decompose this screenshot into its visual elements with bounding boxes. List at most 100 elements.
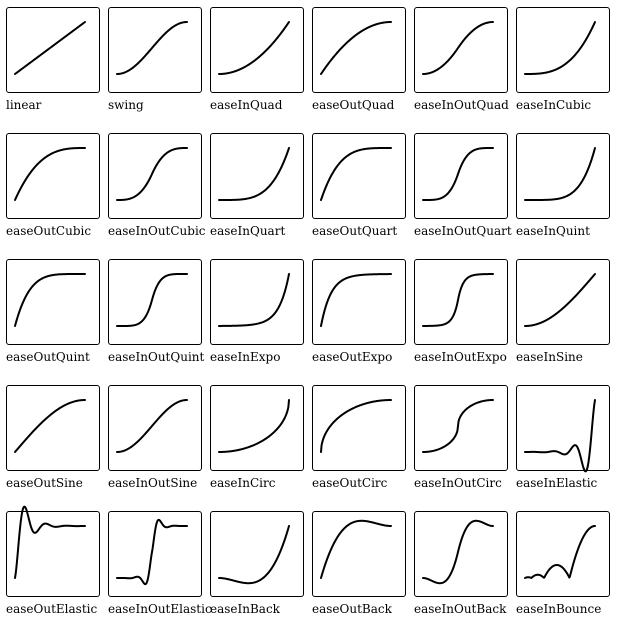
easing-plot xyxy=(320,399,392,453)
easing-plot xyxy=(116,518,188,586)
easing-label: easeOutElastic xyxy=(6,602,98,616)
easing-curve-easeOutCubic xyxy=(14,147,86,201)
easing-curve-easeInOutQuart xyxy=(422,147,494,201)
easing-cell-easeInBounce: easeInBounce xyxy=(516,511,617,637)
easing-curve-easeInQuart xyxy=(218,147,290,201)
easing-cell-easeInCirc: easeInCirc xyxy=(210,385,312,511)
easing-label: easeInOutCubic xyxy=(108,224,206,238)
easing-plot xyxy=(218,21,290,75)
easing-cell-linear: linear xyxy=(6,7,108,133)
easing-plot-frame xyxy=(312,133,406,219)
easing-plot xyxy=(422,399,494,453)
easing-cell-easeInQuart: easeInQuart xyxy=(210,133,312,259)
easing-cell-easeInOutQuart: easeInOutQuart xyxy=(414,133,516,259)
easing-cell-easeOutCirc: easeOutCirc xyxy=(312,385,414,511)
easing-plot xyxy=(422,519,494,585)
easing-plot xyxy=(218,525,290,585)
easing-cell-easeInOutCirc: easeInOutCirc xyxy=(414,385,516,511)
easing-curve-easeInBounce xyxy=(524,525,596,579)
easing-curve-easeInCirc xyxy=(218,399,290,453)
easing-curve-easeOutExpo xyxy=(320,273,392,327)
easing-cell-easeOutCubic: easeOutCubic xyxy=(6,133,108,259)
easing-curve-linear xyxy=(14,21,86,75)
easing-plot xyxy=(524,525,596,579)
easing-curve-easeInExpo xyxy=(218,273,290,327)
easing-plot xyxy=(14,21,86,75)
easing-curve-easeInOutSine xyxy=(116,399,188,453)
easing-plot xyxy=(218,147,290,201)
easing-cell-easeInOutExpo: easeInOutExpo xyxy=(414,259,516,385)
easing-curve-easeInOutQuint xyxy=(116,273,188,327)
easing-cell-easeInQuad: easeInQuad xyxy=(210,7,312,133)
easing-cell-easeInElastic: easeInElastic xyxy=(516,385,617,511)
easing-cell-easeOutQuint: easeOutQuint xyxy=(6,259,108,385)
easing-plot-frame xyxy=(108,259,202,345)
easing-cell-easeInCubic: easeInCubic xyxy=(516,7,617,133)
easing-plot xyxy=(524,147,596,201)
easing-plot-frame xyxy=(6,505,100,597)
easing-cell-easeInOutElastic: easeInOutElastic xyxy=(108,511,212,637)
easing-label: linear xyxy=(6,98,42,112)
easing-plot xyxy=(524,273,596,327)
easing-plot xyxy=(116,399,188,453)
easing-label: easeInQuad xyxy=(210,98,283,112)
easing-cell-easeOutBack: easeOutBack xyxy=(312,511,414,637)
easing-plot xyxy=(14,505,86,579)
easing-curve-easeInCubic xyxy=(524,21,596,75)
easing-label: easeInOutQuint xyxy=(108,350,205,364)
easing-label: easeOutExpo xyxy=(312,350,393,364)
easing-curve-easeInOutElastic xyxy=(116,518,188,586)
easing-plot-frame xyxy=(108,7,202,93)
easing-plot-frame xyxy=(516,385,610,473)
easing-curve-easeInQuad xyxy=(218,21,290,75)
easing-plot-frame xyxy=(516,7,610,93)
easing-label: easeOutCirc xyxy=(312,476,388,490)
easing-label: easeInOutElastic xyxy=(108,602,212,616)
easing-plot xyxy=(116,273,188,327)
easing-plot-frame xyxy=(210,259,304,345)
easing-plot-frame xyxy=(108,511,202,597)
easing-plot xyxy=(422,147,494,201)
easing-plot-frame xyxy=(414,7,508,93)
easing-curve-easeOutQuint xyxy=(14,273,86,327)
easing-plot xyxy=(14,147,86,201)
easing-plot-frame xyxy=(414,385,508,471)
easing-curve-easeInOutCirc xyxy=(422,399,494,453)
easing-plot xyxy=(524,399,596,473)
easing-curve-easeInSine xyxy=(524,273,596,327)
easing-plot-frame xyxy=(6,259,100,345)
easing-plot xyxy=(218,273,290,327)
easing-plot xyxy=(218,399,290,453)
easing-label: easeInOutCirc xyxy=(414,476,502,490)
easing-curve-swing xyxy=(116,21,188,75)
easing-cell-easeInOutBack: easeInOutBack xyxy=(414,511,516,637)
easing-label: easeInOutSine xyxy=(108,476,198,490)
easing-label: easeOutCubic xyxy=(6,224,92,238)
easing-cell-easeInOutCubic: easeInOutCubic xyxy=(108,133,210,259)
easing-label: easeInOutBack xyxy=(414,602,507,616)
easing-cell-easeOutQuad: easeOutQuad xyxy=(312,7,414,133)
easing-curve-easeInOutCubic xyxy=(116,147,188,201)
easing-plot-frame xyxy=(6,385,100,471)
easing-curve-easeInOutBack xyxy=(422,519,494,585)
easing-plot xyxy=(320,147,392,201)
easing-label: easeInElastic xyxy=(516,476,598,490)
easing-plot xyxy=(14,399,86,453)
easing-plot-frame xyxy=(516,259,610,345)
easing-plot xyxy=(14,273,86,327)
easing-plot-frame xyxy=(6,7,100,93)
easing-label: easeOutQuint xyxy=(6,350,90,364)
easing-plot xyxy=(422,21,494,75)
easing-plot-frame xyxy=(210,7,304,93)
easing-cell-easeOutSine: easeOutSine xyxy=(6,385,108,511)
easing-plot-frame xyxy=(210,133,304,219)
easing-plot xyxy=(320,519,392,579)
easing-plot-frame xyxy=(210,385,304,471)
easing-grid: linear swing easeInQuad easeOutQuad easeInOu… xyxy=(6,7,617,637)
easing-curve-easeInElastic xyxy=(524,399,596,473)
easing-plot-frame xyxy=(414,511,508,597)
easing-curve-easeInOutExpo xyxy=(422,273,494,327)
easing-plot-frame xyxy=(108,385,202,471)
easing-cell-easeInQuint: easeInQuint xyxy=(516,133,617,259)
easing-cell-easeInOutQuint: easeInOutQuint xyxy=(108,259,210,385)
